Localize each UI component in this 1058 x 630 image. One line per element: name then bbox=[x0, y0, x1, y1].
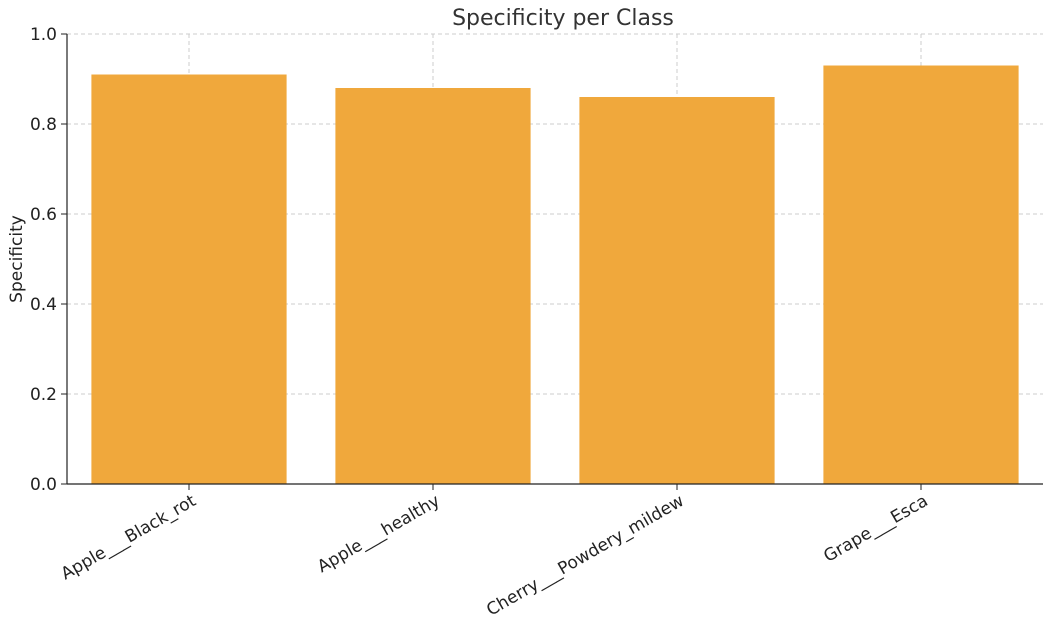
y-tick-label: 0.4 bbox=[30, 295, 57, 315]
y-tick-label: 0.0 bbox=[30, 475, 57, 495]
x-tick-label: Cherry___Powdery_mildew bbox=[483, 491, 687, 620]
y-ticks: 0.0 0.2 0.4 0.6 0.8 1.0 bbox=[30, 25, 67, 495]
x-tick-label: Apple___healthy bbox=[314, 491, 443, 577]
bar bbox=[823, 65, 1019, 484]
chart-title: Specificity per Class bbox=[452, 6, 674, 31]
y-tick-label: 0.8 bbox=[30, 115, 57, 135]
bar bbox=[579, 97, 775, 484]
y-tick-label: 1.0 bbox=[30, 25, 57, 45]
bar bbox=[335, 88, 531, 484]
y-tick-label: 0.2 bbox=[30, 385, 57, 405]
x-tick-label: Grape___Esca bbox=[820, 491, 931, 567]
y-tick-label: 0.6 bbox=[30, 205, 57, 225]
bar bbox=[91, 74, 287, 484]
x-tick-label: Apple___Black_rot bbox=[58, 491, 200, 585]
bars bbox=[91, 65, 1019, 484]
y-axis-label: Specificity bbox=[7, 215, 27, 303]
axes bbox=[66, 34, 1043, 485]
x-ticks: Apple___Black_rot Apple___healthy Cherry__… bbox=[58, 484, 932, 620]
